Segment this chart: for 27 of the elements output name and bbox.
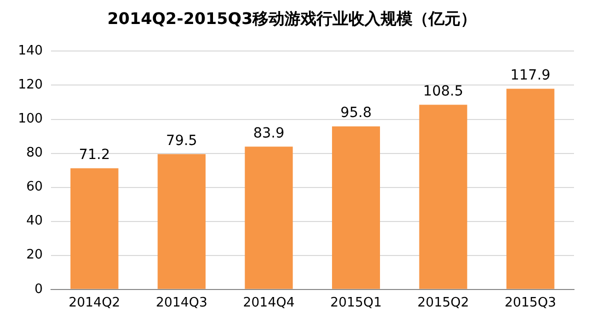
x-tick-label: 2015Q2 xyxy=(417,296,469,311)
x-tick-label: 2015Q3 xyxy=(504,296,556,311)
data-label: 117.9 xyxy=(510,67,550,84)
y-tick-label: 120 xyxy=(18,78,43,93)
chart-title: 2014Q2-2015Q3移动游戏行业收入规模（亿元） xyxy=(107,8,477,28)
x-tick-label: 2015Q1 xyxy=(330,296,382,311)
data-label: 95.8 xyxy=(340,105,372,122)
y-tick-label: 100 xyxy=(18,112,43,127)
data-label: 108.5 xyxy=(423,83,464,100)
x-tick-label: 2014Q2 xyxy=(68,296,120,311)
data-label: 79.5 xyxy=(166,132,198,149)
bar xyxy=(158,154,206,289)
y-tick-label: 40 xyxy=(26,214,43,229)
y-tick-label: 140 xyxy=(18,44,43,59)
y-tick-label: 0 xyxy=(34,282,43,297)
bar xyxy=(244,146,293,289)
x-tick-label: 2014Q3 xyxy=(156,296,208,311)
x-tick-label: 2014Q4 xyxy=(243,296,295,311)
y-tick-label: 60 xyxy=(26,180,43,195)
bar xyxy=(332,126,380,289)
y-tick-label: 20 xyxy=(26,248,43,263)
bar xyxy=(506,88,554,289)
y-tick-label: 80 xyxy=(26,146,43,161)
data-label: 71.2 xyxy=(78,146,110,163)
data-label: 83.9 xyxy=(253,125,284,142)
bar xyxy=(70,168,118,289)
bar xyxy=(419,104,468,289)
